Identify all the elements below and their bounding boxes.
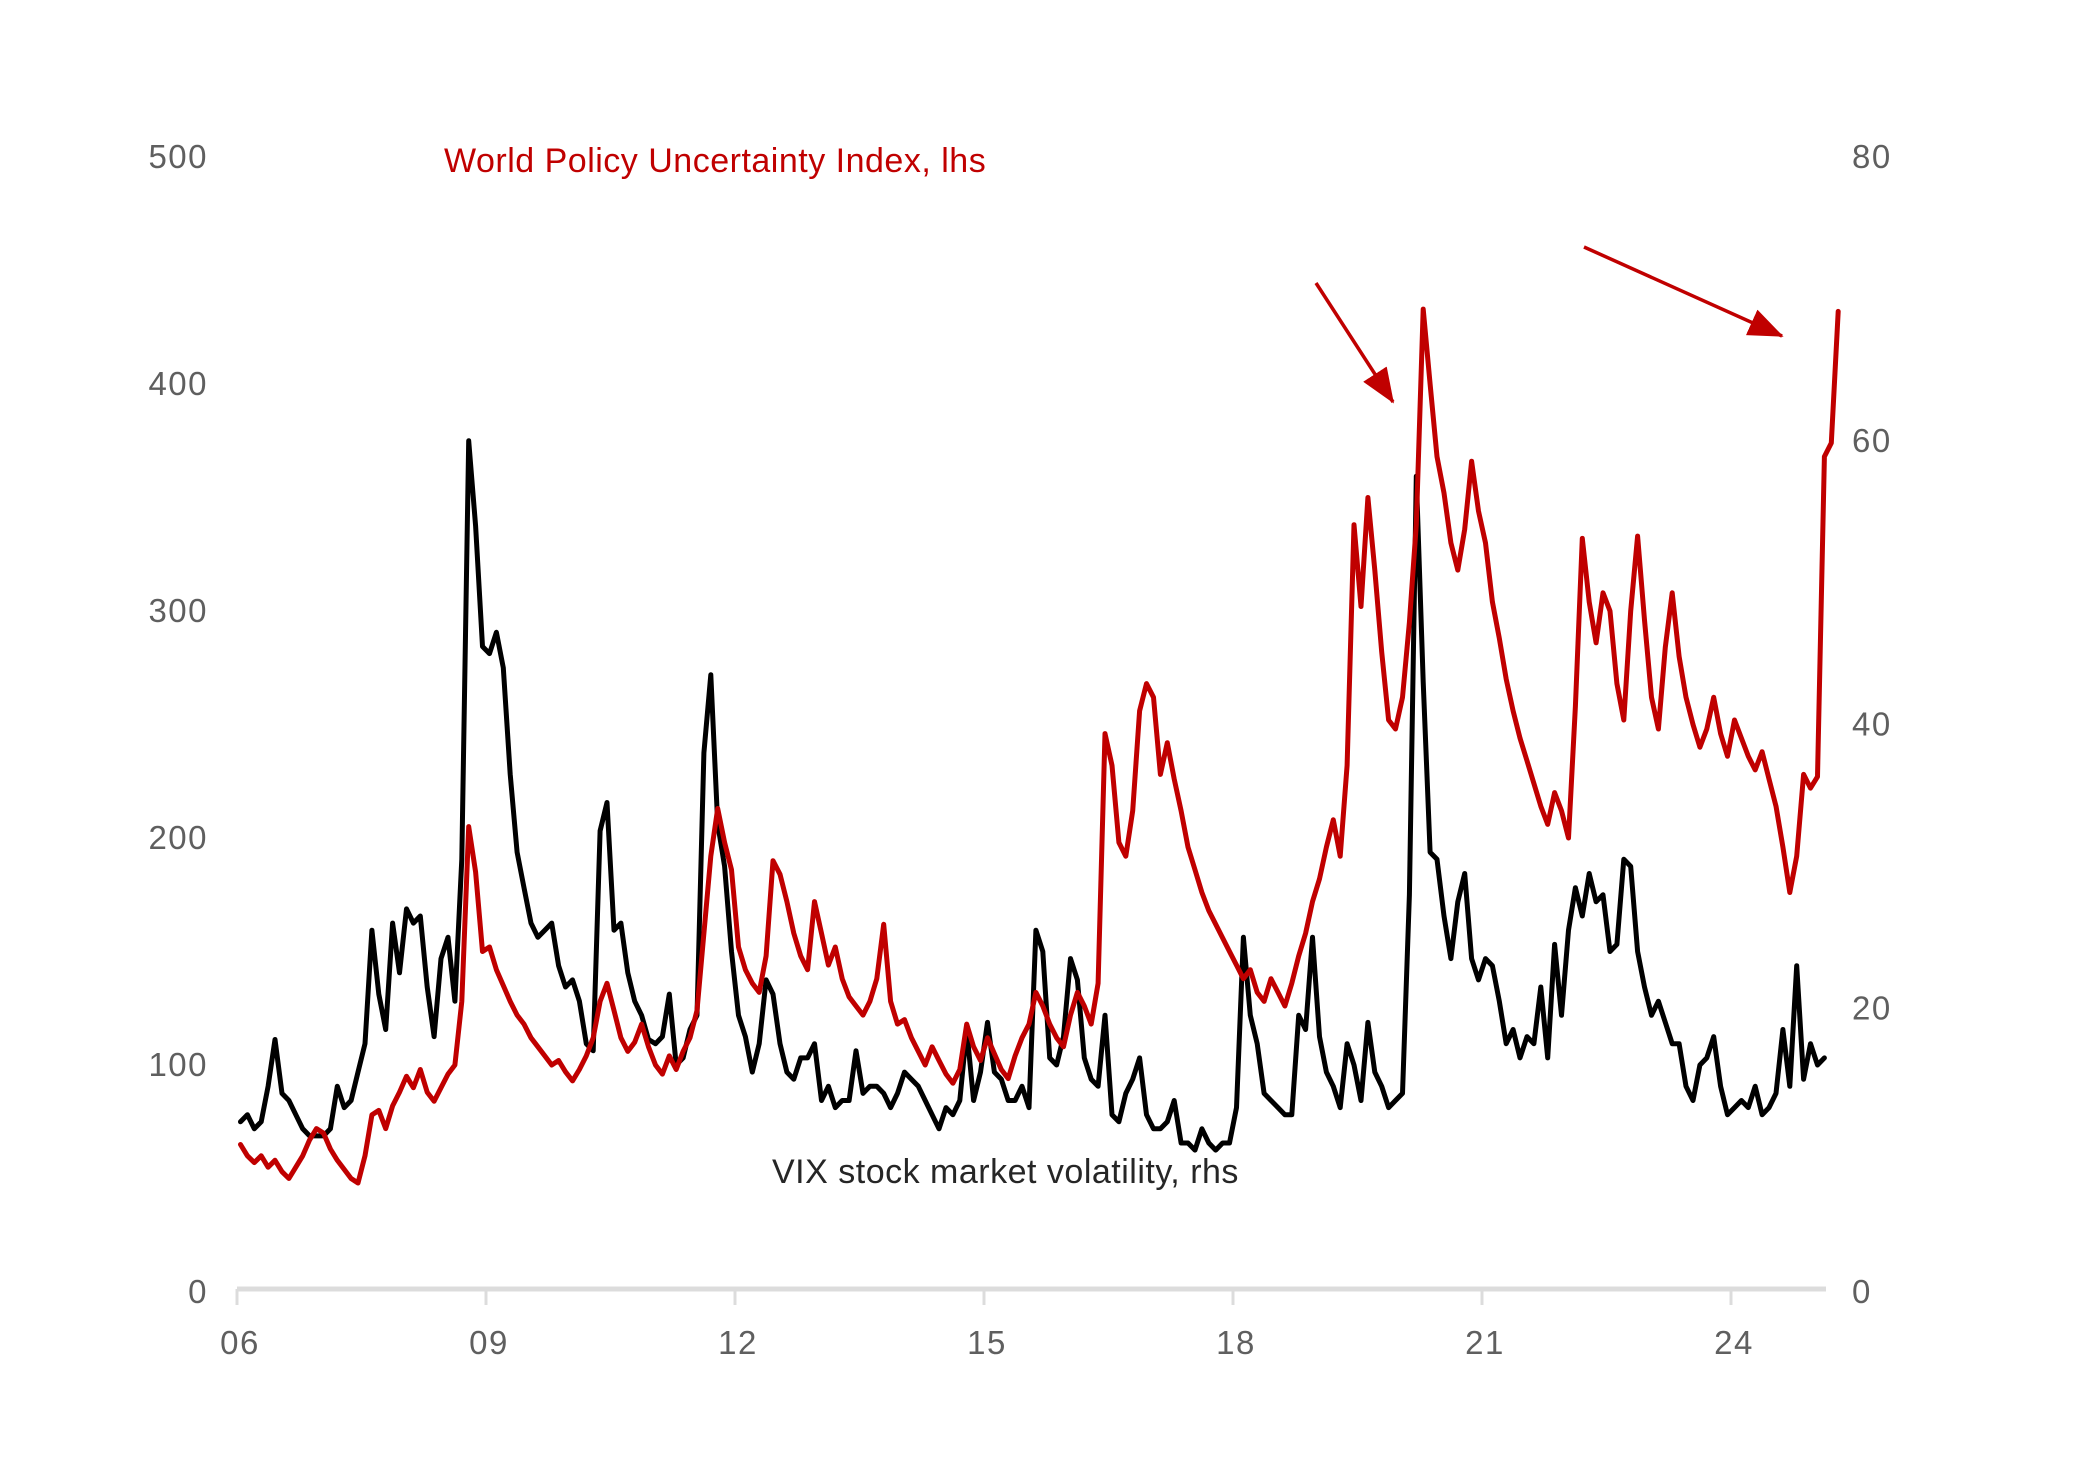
x-tick-label: 09 — [469, 1324, 509, 1361]
x-tick-label: 21 — [1465, 1324, 1505, 1361]
series-line-vix — [238, 438, 1827, 1153]
x-tick-label: 06 — [220, 1324, 260, 1361]
left-axis-tick-label: 500 — [148, 138, 208, 175]
black-series-label: VIX stock market volatility, rhs — [772, 1153, 1239, 1191]
left-axis-tick-label: 0 — [188, 1273, 208, 1310]
red-series-label: World Policy Uncertainty Index, lhs — [444, 142, 986, 180]
x-tick-label: 24 — [1714, 1324, 1754, 1361]
arrow-to-2020-peak — [1314, 282, 1395, 404]
left-axis-tick-label: 100 — [148, 1046, 208, 1083]
left-axis-tick-label: 200 — [148, 819, 208, 856]
plot-layer: 06 09 12 15 18 21 24 0 100 200 300 400 500 0 20 40 60 80 — [148, 138, 1892, 1361]
left-axis-tick-label: 400 — [148, 365, 208, 402]
x-tick-label: 15 — [967, 1324, 1007, 1361]
series-line-policy-uncertainty — [238, 306, 1841, 1186]
right-axis-tick-label: 80 — [1852, 138, 1892, 175]
right-axis-tick-label: 40 — [1852, 706, 1892, 743]
right-axis-tick-label: 20 — [1852, 989, 1892, 1026]
x-tick-label: 18 — [1216, 1324, 1256, 1361]
arrow-to-2025-peak — [1583, 245, 1784, 338]
left-axis-tick-label: 300 — [148, 592, 208, 629]
x-tick-label: 12 — [718, 1324, 758, 1361]
right-axis-tick-label: 60 — [1852, 422, 1892, 459]
right-axis-tick-label: 0 — [1852, 1273, 1872, 1310]
